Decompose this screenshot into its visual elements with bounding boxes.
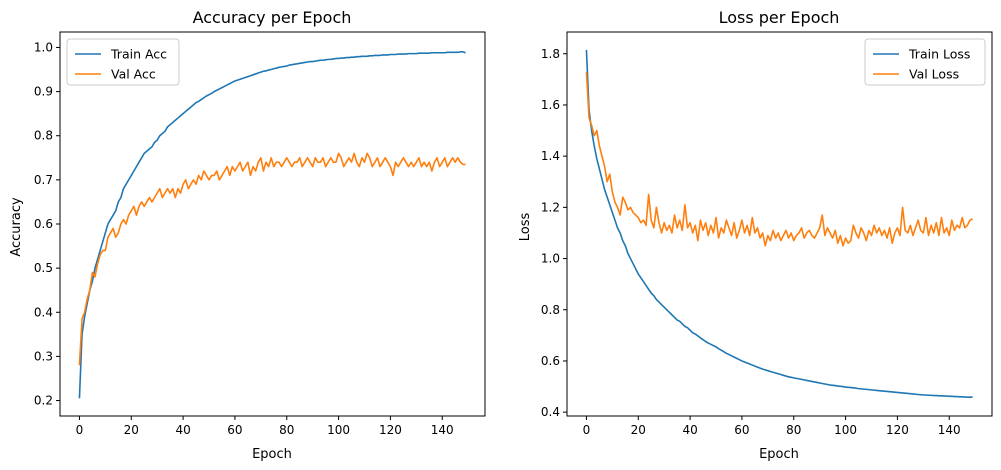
x-axis-label: Epoch: [252, 447, 292, 462]
axis-ticks: 0 20 40 60 80 100 120 140 0.4 0.6 0.8 1.0 1.2 1.4 1.6 1…: [541, 47, 961, 437]
legend-label: Train Acc: [110, 47, 167, 62]
y-tick-label: 0.8: [541, 303, 560, 317]
plot-frame: [59, 31, 486, 417]
x-tick-label: 120: [379, 423, 402, 437]
chart-title: Accuracy per Epoch: [193, 8, 352, 27]
x-tick-label: 140: [938, 423, 961, 437]
x-tick-label: 40: [175, 423, 190, 437]
x-tick-label: 60: [734, 423, 749, 437]
x-tick-label: 140: [431, 423, 454, 437]
y-tick-label: 0.3: [34, 349, 53, 363]
x-tick-label: 120: [886, 423, 909, 437]
plot-frame: [566, 31, 993, 417]
y-tick-label: 1.4: [541, 149, 560, 163]
y-axis-label: Accuracy: [9, 197, 24, 257]
x-tick-label: 40: [682, 423, 697, 437]
y-tick-label: 1.0: [34, 40, 53, 54]
legend-label: Val Loss: [909, 67, 959, 82]
y-tick-label: 0.4: [34, 305, 53, 319]
accuracy-chart: Accuracy per Epoch Epoch Accuracy 0 20 40 6…: [9, 8, 486, 462]
axis-ticks: 0 20 40 60 80 100 120 140 0.2 0.3 0.4 0.5 0.6 0.7 0.8 0…: [34, 40, 454, 437]
x-tick-label: 60: [227, 423, 242, 437]
y-tick-label: 0.8: [34, 129, 53, 143]
legend: Train Loss Val Loss: [864, 38, 986, 86]
x-tick-label: 100: [327, 423, 350, 437]
y-tick-label: 1.6: [541, 98, 560, 112]
x-tick-label: 80: [279, 423, 294, 437]
legend: Train Acc Val Acc: [66, 38, 180, 86]
y-tick-label: 0.4: [541, 405, 560, 419]
x-tick-label: 20: [124, 423, 139, 437]
y-tick-label: 1.8: [541, 47, 560, 61]
y-tick-label: 0.6: [34, 217, 53, 231]
y-tick-label: 0.5: [34, 261, 53, 275]
y-tick-label: 0.9: [34, 85, 53, 99]
series-line: [78, 152, 466, 366]
series-lines: [585, 49, 973, 399]
y-axis-label: Loss: [518, 213, 533, 242]
x-axis-label: Epoch: [759, 447, 799, 462]
y-tick-label: 1.0: [541, 252, 560, 266]
x-tick-label: 80: [786, 423, 801, 437]
series-line: [585, 71, 973, 247]
x-tick-label: 0: [583, 423, 591, 437]
x-tick-label: 100: [834, 423, 857, 437]
chart-title: Loss per Epoch: [719, 8, 840, 27]
y-tick-label: 0.2: [34, 394, 53, 408]
series-line: [78, 51, 466, 399]
series-line: [585, 49, 973, 399]
y-tick-label: 0.7: [34, 173, 53, 187]
y-tick-label: 0.6: [541, 354, 560, 368]
legend-label: Train Loss: [908, 47, 970, 62]
y-tick-label: 1.2: [541, 200, 560, 214]
series-lines: [78, 51, 466, 399]
legend-label: Val Acc: [111, 67, 156, 82]
loss-chart: Loss per Epoch Epoch Loss 0 20 40 60 80 100 12…: [518, 8, 993, 462]
x-tick-label: 0: [76, 423, 84, 437]
x-tick-label: 20: [631, 423, 646, 437]
